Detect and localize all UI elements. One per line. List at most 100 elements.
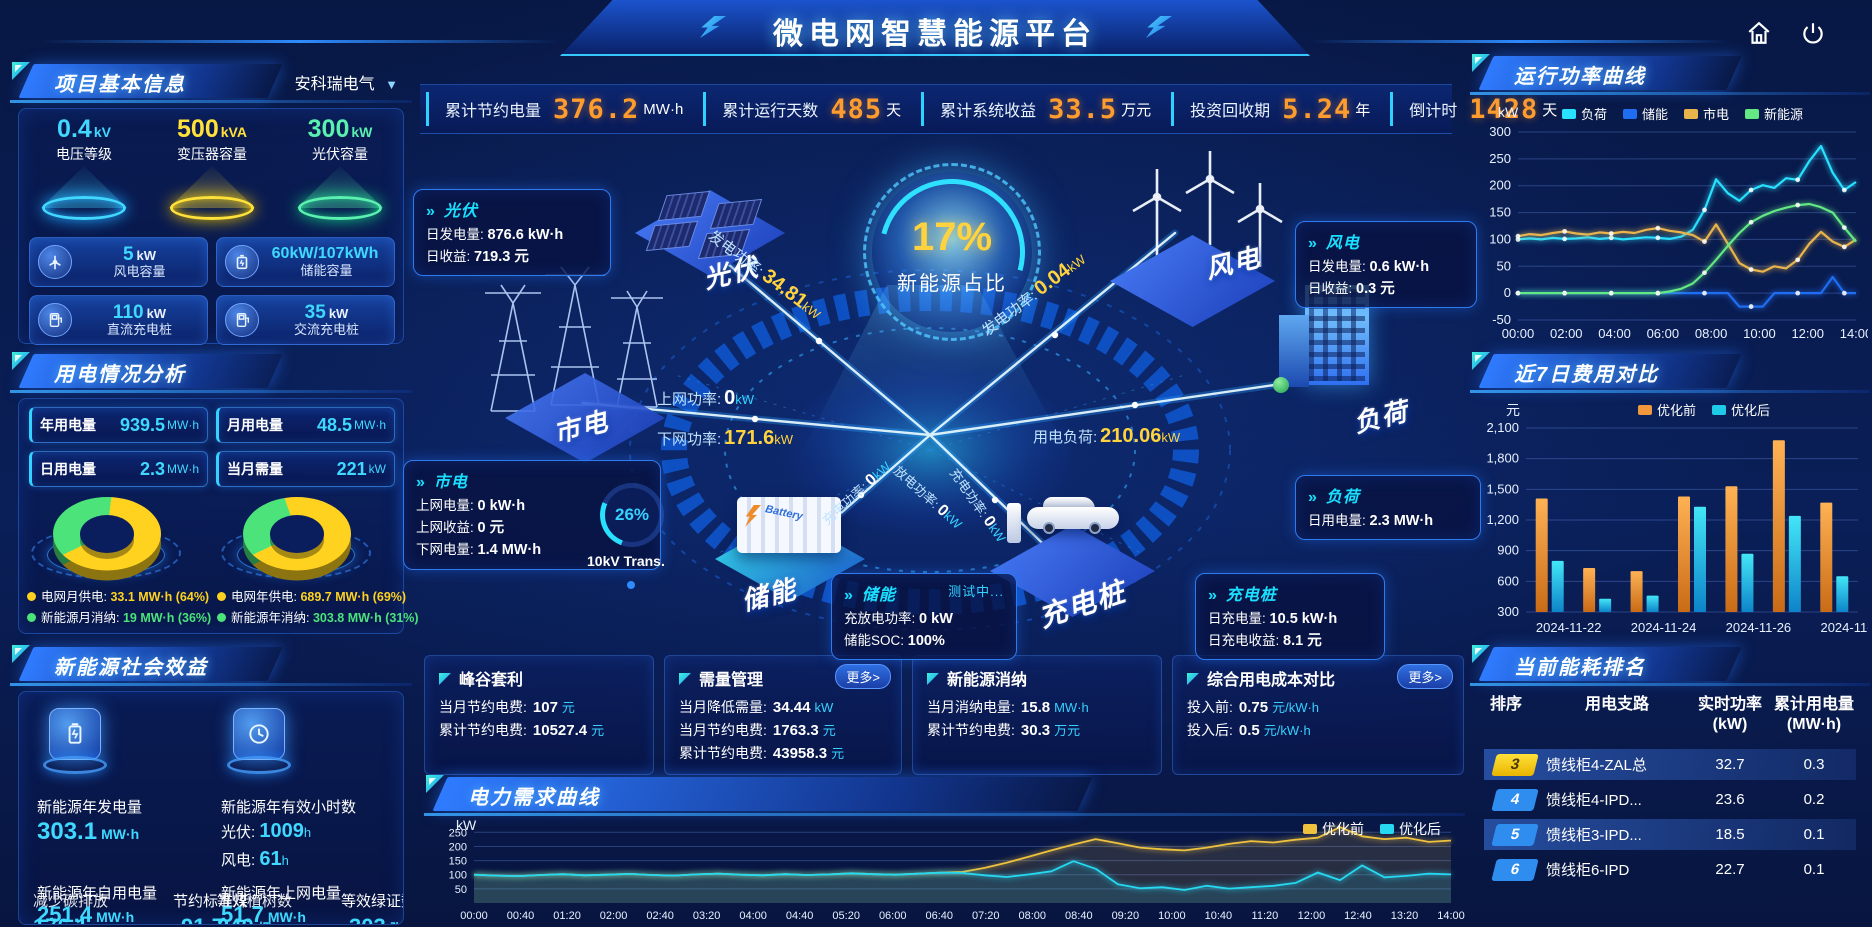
header-decor-line xyxy=(1310,40,1730,43)
kpi-saved-energy: 累计节约电量 376.2 MW·h xyxy=(426,92,697,126)
svg-text:12:40: 12:40 xyxy=(1344,910,1372,922)
home-icon[interactable] xyxy=(1742,16,1776,50)
legend-item[interactable]: 市电 xyxy=(1684,104,1729,123)
svg-text:13:20: 13:20 xyxy=(1391,910,1419,922)
svg-text:02:40: 02:40 xyxy=(646,910,674,922)
legend-item[interactable]: 负荷 xyxy=(1562,104,1607,123)
legend-item[interactable]: 储能 xyxy=(1623,104,1668,123)
generation-pedestal xyxy=(37,708,113,774)
legend-item[interactable]: 优化后 xyxy=(1712,400,1770,419)
svg-text:14:00: 14:00 xyxy=(1840,326,1868,341)
podium-ring xyxy=(170,196,254,220)
svg-text:1,500: 1,500 xyxy=(1486,481,1519,496)
chip-day-usage: 日用电量 2.3 MW·h xyxy=(29,451,208,487)
battery-container-icon: Battery xyxy=(737,497,841,553)
panel-energy-ranking: 当前能耗排名 排序 用电支路 实时功率 (kW) 累计用电量 (MW·h) 3 馈线… xyxy=(1470,645,1870,927)
ev-car-icon xyxy=(1027,497,1119,534)
gauge-dot xyxy=(627,581,635,589)
chevron-down-icon: ▼ xyxy=(385,77,398,92)
flow-grid-draw-power: 下网功率: 171.6kW xyxy=(657,427,794,449)
svg-text:1,800: 1,800 xyxy=(1486,451,1519,466)
more-button[interactable]: 更多> xyxy=(1397,664,1453,689)
renewable-share-label: 新能源占比 xyxy=(897,273,1007,295)
podium-pv-capacity: 300 kW 光伏容量 xyxy=(277,115,403,220)
legend-item[interactable]: 新能源 xyxy=(1745,104,1803,123)
panel-header: 项目基本信息 安科瑞电气 ▼ xyxy=(10,62,412,103)
svg-text:12:00: 12:00 xyxy=(1791,326,1824,341)
svg-text:100: 100 xyxy=(1489,231,1511,246)
svg-text:05:20: 05:20 xyxy=(832,910,860,922)
svg-text:09:20: 09:20 xyxy=(1112,910,1140,922)
svg-text:2024-11-26: 2024-11-26 xyxy=(1726,620,1792,635)
light-cone xyxy=(297,166,383,208)
hours-pedestal xyxy=(221,708,297,774)
legend-item[interactable]: 优化前 xyxy=(1638,400,1696,419)
legend-item[interactable]: 优化前 xyxy=(1303,819,1364,839)
panel-title: 近7日费用对比 xyxy=(1514,364,1660,386)
card-renewable-consumption: 新能源消纳 当月消纳电量: 15.8 MW·h 累计节约电费: 30.3 万元 xyxy=(912,655,1162,775)
table-row[interactable]: 5 馈线柜3-IPD... 18.5 0.1 xyxy=(1484,819,1856,850)
panel-social-benefit: 新能源社会效益 新能源年发电量 303.1 MW·h 新能源年有效小时数 光伏: … xyxy=(10,645,412,927)
donut-month-legend: 电网月供电: 33.1 MW·h (64%) 新能源月消纳: 19 MW·h (… xyxy=(27,587,215,629)
svg-text:250: 250 xyxy=(1489,151,1511,166)
transformer-gauge: 26% xyxy=(600,483,664,547)
panel-header: 近7日费用对比 xyxy=(1470,352,1870,393)
card-ac-charger: 35 kW 交流充电桩 xyxy=(216,295,395,345)
svg-text:03:20: 03:20 xyxy=(693,910,721,922)
ranking-table: 排序 用电支路 实时功率 (kW) 累计用电量 (MW·h) 3 馈线柜4-ZAL总… xyxy=(1484,695,1856,889)
svg-text:04:00: 04:00 xyxy=(739,910,767,922)
table-row[interactable]: 4 馈线柜4-IPD... 23.6 0.2 xyxy=(1484,784,1856,815)
infobox-storage: » 储能 测试中... 充放电功率: 0 kW 储能SOC: 100% xyxy=(831,573,1017,660)
legend-item[interactable]: 优化后 xyxy=(1380,819,1441,839)
svg-text:1,200: 1,200 xyxy=(1486,512,1519,527)
card-storage-capacity: 60kW/107kWh 储能容量 xyxy=(216,237,395,287)
svg-text:50: 50 xyxy=(1497,258,1511,273)
chevron-right-icon: » xyxy=(416,474,426,491)
svg-text:2,100: 2,100 xyxy=(1486,420,1519,435)
company-select[interactable]: 安科瑞电气 ▼ xyxy=(294,76,398,93)
more-button[interactable]: 更多> xyxy=(835,664,891,689)
svg-text:02:00: 02:00 xyxy=(600,910,628,922)
header-banner xyxy=(560,0,1310,56)
donut-year[interactable] xyxy=(215,497,395,583)
wind-turbine-icon xyxy=(1132,151,1283,267)
corner-icon xyxy=(927,673,939,685)
donut-month[interactable] xyxy=(25,497,205,583)
power-icon[interactable] xyxy=(1796,16,1830,50)
chip-month-usage: 月用电量 48.5 MW·h xyxy=(216,407,395,443)
kpi-system-revenue: 累计系统收益 33.5 万元 xyxy=(921,92,1165,126)
header-decor-line xyxy=(40,40,560,43)
svg-text:06:00: 06:00 xyxy=(1647,326,1680,341)
panel-header: 当前能耗排名 xyxy=(1470,645,1870,686)
svg-text:08:00: 08:00 xyxy=(1019,910,1047,922)
table-row[interactable]: 3 馈线柜4-ZAL总 32.7 0.3 xyxy=(1484,749,1856,780)
chevron-right-icon: » xyxy=(1308,235,1318,252)
panel-title: 新能源社会效益 xyxy=(54,657,208,679)
power-legend: 负荷 储能 市电 新能源 xyxy=(1562,104,1803,123)
cost-chart[interactable]: 2,100 1,800 1,500 1,200 900 600 300 2024-11-22 2… xyxy=(1472,418,1868,640)
svg-text:150: 150 xyxy=(1489,205,1511,220)
panel-project-info: 项目基本信息 安科瑞电气 ▼ 0.4 kV 电压等级 500 kVA 变压器容量 3… xyxy=(10,62,412,350)
svg-text:08:00: 08:00 xyxy=(1695,326,1728,341)
table-row[interactable]: 6 馈线柜6-IPD 22.7 0.1 xyxy=(1484,854,1856,885)
corner-icon xyxy=(439,673,451,685)
svg-text:900: 900 xyxy=(1497,543,1519,558)
svg-text:01:20: 01:20 xyxy=(553,910,581,922)
svg-text:150: 150 xyxy=(449,856,467,868)
svg-text:250: 250 xyxy=(449,827,467,839)
svg-text:2024-11-28: 2024-11-28 xyxy=(1820,620,1868,635)
infobox-load: » 负荷 日用电量: 2.3 MW·h xyxy=(1295,475,1481,540)
battery-icon xyxy=(225,245,259,279)
flow-feed-in-power: 上网功率: 0kW xyxy=(657,387,755,409)
podium-ring xyxy=(42,196,126,220)
cost-legend: 优化前 优化后 xyxy=(1638,400,1770,419)
tree-icon xyxy=(1273,377,1289,393)
infobox-pile: » 充电桩 日充电量: 10.5 kW·h 日充电收益: 8.1 元 xyxy=(1195,573,1385,660)
dc-charger-icon xyxy=(38,303,72,337)
svg-text:08:40: 08:40 xyxy=(1065,910,1093,922)
kpi-run-days: 累计运行天数 485 天 xyxy=(703,92,915,126)
infobox-pv: » 光伏 日发电量: 876.6 kW·h 日收益: 719.3 元 xyxy=(413,189,611,276)
svg-text:12:00: 12:00 xyxy=(1298,910,1326,922)
demand-chart[interactable]: 250 200 150 100 50 00:00 00:40 01:20 02:00 02:40 0… xyxy=(424,815,1465,927)
